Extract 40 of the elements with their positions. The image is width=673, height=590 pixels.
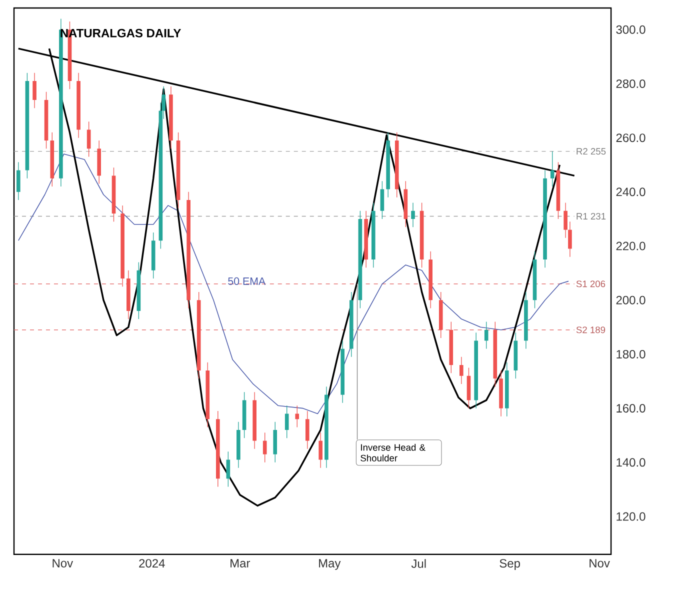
y-tick-label: 280.0 <box>616 79 646 88</box>
x-tick-label: Sep <box>500 558 520 570</box>
x-tick-label: May <box>319 558 341 570</box>
y-tick-label: 300.0 <box>616 25 646 34</box>
x-tick-label: Nov <box>52 558 74 568</box>
candlestick <box>568 221 572 258</box>
y-tick-label: 160.0 <box>616 404 646 412</box>
series-label: 50 EMA <box>228 277 266 285</box>
candlestick <box>550 150 554 187</box>
y-tick-label: 200.0 <box>616 296 646 304</box>
line-series <box>18 153 569 414</box>
y-tick-label: 140.0 <box>616 458 646 466</box>
candlestick <box>305 410 310 450</box>
y-tick-label: 260.0 <box>616 133 646 142</box>
annotation: Inverse Head & Shoulder <box>360 444 426 462</box>
x-tick-label: 2024 <box>139 558 165 568</box>
ref-line-label: R1 231 <box>576 212 606 220</box>
candlestick <box>16 162 20 200</box>
candlestick <box>380 180 384 220</box>
x-tick-label: Jul <box>411 558 426 568</box>
y-tick-label: 120.0 <box>616 512 646 521</box>
candlestick <box>284 405 289 438</box>
candlestick <box>295 405 300 428</box>
y-tick-label: 240.0 <box>616 187 646 196</box>
ref-line-label: R2 255 <box>576 148 606 154</box>
candlestick <box>262 432 267 463</box>
x-tick-label: Mar <box>230 558 250 568</box>
candlestick <box>484 321 488 349</box>
candlestick <box>318 432 322 468</box>
candlestick <box>226 451 230 487</box>
candlestick <box>564 202 568 238</box>
x-tick-label: Nov <box>590 558 610 568</box>
ref-line-label: S2 189 <box>576 326 606 333</box>
candlestick <box>460 356 464 384</box>
candlestick <box>32 72 36 108</box>
ref-line-label: S1 206 <box>576 280 606 288</box>
y-tick-label: 180.0 <box>616 350 646 358</box>
candlestick <box>86 121 91 157</box>
candlestick <box>411 202 415 228</box>
y-tick-label: 220.0 <box>616 242 646 250</box>
